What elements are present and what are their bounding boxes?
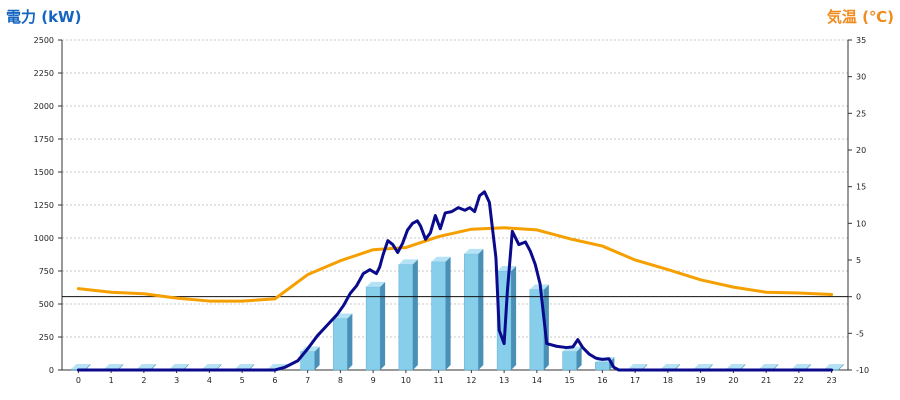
- right-tick-label: 25: [856, 109, 866, 118]
- x-tick-label: 7: [305, 376, 310, 385]
- power-bar-side: [576, 346, 582, 370]
- left-tick-label: 250: [39, 333, 54, 342]
- left-tick-label: 1250: [34, 201, 54, 210]
- power-bar-top: [693, 364, 713, 369]
- right-tick-label: -5: [856, 329, 864, 338]
- power-bar-top: [497, 266, 517, 271]
- right-tick-label: 0: [856, 293, 861, 302]
- power-bar-top: [366, 281, 386, 287]
- x-tick-label: 8: [338, 376, 343, 385]
- power-bar: [365, 286, 381, 371]
- x-tick-label: 23: [827, 376, 837, 385]
- right-tick-label: -10: [856, 366, 869, 375]
- power-bar-top: [71, 364, 91, 369]
- left-tick-label: 1750: [34, 135, 54, 144]
- right-tick-label: 35: [856, 36, 866, 45]
- x-tick-label: 13: [499, 376, 509, 385]
- power-bar-top: [824, 364, 844, 369]
- power-bar-top: [169, 364, 189, 369]
- x-tick-label: 3: [174, 376, 179, 385]
- power-bar: [431, 261, 446, 371]
- right-tick-label: 5: [856, 256, 861, 265]
- x-tick-label: 12: [466, 376, 476, 385]
- left-tick-label: 750: [39, 267, 54, 276]
- power-bar-side: [838, 364, 844, 370]
- power-bar-top: [726, 364, 746, 369]
- x-tick-label: 20: [728, 376, 738, 385]
- power-bar-side: [412, 259, 418, 370]
- left-tick-label: 2500: [34, 36, 54, 45]
- power-bar-side: [511, 266, 517, 370]
- power-line: [76, 190, 834, 372]
- power-bar-top: [202, 364, 222, 369]
- x-tick-label: 0: [76, 376, 81, 385]
- power-bar-side: [314, 346, 320, 370]
- power-bar-top: [628, 364, 648, 369]
- power-bar-side: [347, 313, 353, 370]
- left-tick-label: 1000: [34, 234, 54, 243]
- left-tick-label: 2250: [34, 69, 54, 78]
- left-axis-title: 電力 (kW): [6, 8, 82, 26]
- power-bar-top: [759, 364, 779, 369]
- power-bar: [464, 253, 479, 371]
- x-tick-label: 1: [109, 376, 114, 385]
- power-bar-top: [431, 256, 451, 262]
- x-tick-label: 22: [794, 376, 804, 385]
- power-bar: [595, 361, 610, 371]
- power-bar-side: [478, 248, 484, 370]
- x-tick-label: 15: [565, 376, 575, 385]
- power-bar-top: [235, 364, 255, 369]
- power-bar-top: [104, 364, 124, 369]
- x-tick-label: 5: [240, 376, 245, 385]
- left-tick-label: 2000: [34, 102, 54, 111]
- left-tick-label: 500: [39, 300, 54, 309]
- power-bar-side: [445, 256, 451, 370]
- right-axis-title: 気温 (℃): [826, 8, 894, 26]
- x-tick-label: 19: [696, 376, 706, 385]
- x-tick-label: 16: [597, 376, 607, 385]
- x-tick-label: 4: [207, 376, 212, 385]
- left-tick-label: 0: [49, 366, 54, 375]
- x-tick-label: 10: [401, 376, 411, 385]
- x-tick-label: 2: [141, 376, 146, 385]
- right-tick-label: 15: [856, 183, 866, 192]
- power-bar-top: [464, 248, 484, 254]
- temperature-line: [76, 226, 834, 303]
- power-bar: [333, 318, 348, 371]
- power-bar-top: [136, 364, 156, 369]
- power-bar-top: [791, 364, 811, 369]
- power-bar-side: [380, 281, 386, 370]
- right-tick-label: 10: [856, 219, 866, 228]
- x-tick-label: 11: [434, 376, 444, 385]
- power-bar-top: [398, 259, 418, 265]
- left-tick-label: 1500: [34, 168, 54, 177]
- x-tick-label: 18: [663, 376, 673, 385]
- x-tick-label: 9: [371, 376, 376, 385]
- right-tick-label: 30: [856, 73, 866, 82]
- power-bar-top: [660, 364, 680, 369]
- x-tick-label: 17: [630, 376, 640, 385]
- right-tick-label: 20: [856, 146, 866, 155]
- power-bar: [562, 351, 577, 371]
- x-tick-label: 21: [761, 376, 771, 385]
- power-bar: [398, 264, 414, 371]
- x-tick-label: 6: [272, 376, 277, 385]
- x-tick-label: 14: [532, 376, 542, 385]
